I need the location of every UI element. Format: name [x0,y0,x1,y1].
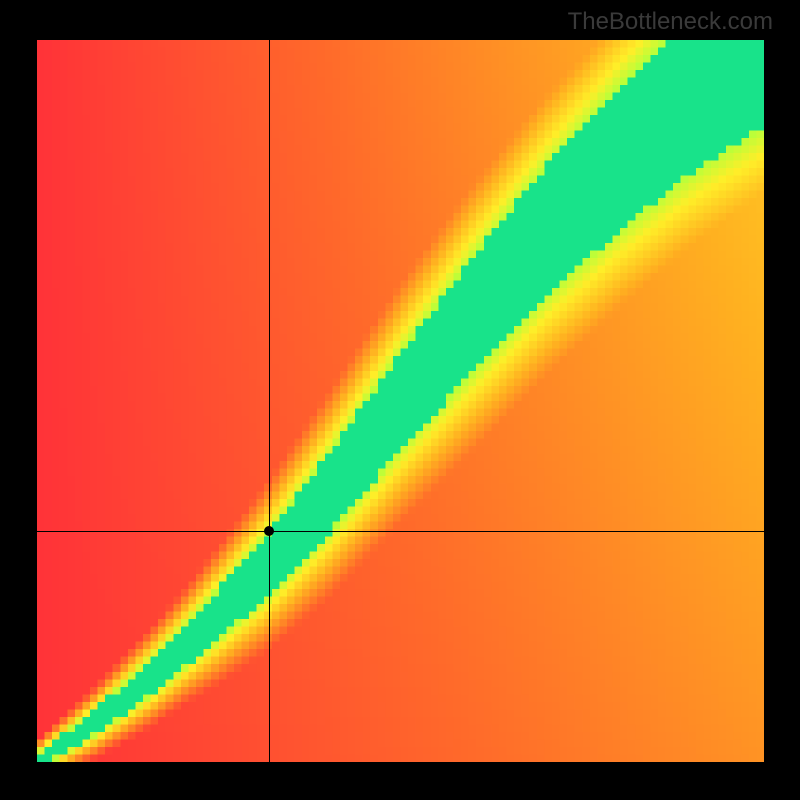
crosshair-horizontal [37,531,764,532]
crosshair-vertical [269,40,270,762]
bottleneck-heatmap [37,40,764,762]
watermark-text: TheBottleneck.com [568,8,773,36]
